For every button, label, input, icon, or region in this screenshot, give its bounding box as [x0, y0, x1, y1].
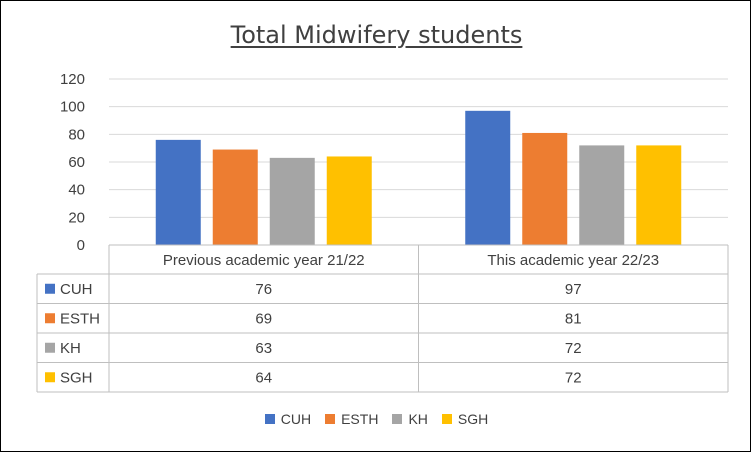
legend-label: CUH	[280, 411, 312, 427]
bar-esth-0	[212, 149, 258, 245]
legend-label: KH	[408, 411, 428, 427]
table-value-kh-0: 63	[255, 340, 272, 357]
table-series-name: CUH	[60, 281, 93, 298]
table-value-sgh-0: 64	[255, 369, 272, 386]
bar-kh-0	[269, 157, 315, 245]
table-value-cuh-0: 76	[255, 281, 272, 298]
y-tick-label: 20	[68, 209, 85, 226]
bar-cuh-1	[465, 110, 511, 245]
legend-label: SGH	[457, 411, 489, 427]
bar-esth-1	[522, 132, 568, 245]
legend-item-sgh: SGH	[441, 411, 489, 427]
table-legend-key-esth	[45, 313, 55, 324]
table-value-kh-1: 72	[565, 340, 582, 357]
table-value-cuh-1: 97	[565, 281, 582, 298]
y-tick-label: 120	[60, 71, 85, 88]
table-series-name: ESTH	[60, 310, 100, 327]
y-tick-label: 0	[77, 237, 85, 254]
legend-swatch	[264, 414, 275, 424]
legend-item-esth: ESTH	[325, 411, 378, 427]
legend-item-kh: KH	[392, 411, 428, 427]
table-legend-key-cuh	[45, 283, 55, 294]
x-category-label: Previous academic year 21/22	[163, 252, 365, 269]
bar-kh-1	[579, 145, 625, 245]
table-value-esth-0: 69	[255, 310, 272, 327]
table-series-name: KH	[60, 340, 81, 357]
bar-cuh-0	[155, 139, 201, 245]
table-value-sgh-1: 72	[565, 369, 582, 386]
table-series-name: SGH	[60, 369, 93, 386]
legend-label: ESTH	[341, 411, 379, 427]
chart-title: Total Midwifery students	[230, 21, 523, 49]
legend: CUH ESTH KH SGH	[1, 411, 751, 427]
y-tick-label: 100	[60, 99, 85, 116]
legend-swatch	[392, 414, 403, 424]
y-tick-label: 40	[68, 182, 85, 199]
table-legend-key-sgh	[45, 372, 55, 383]
bar-sgh-0	[326, 156, 372, 245]
legend-item-cuh: CUH	[264, 411, 312, 427]
y-tick-label: 60	[68, 154, 85, 171]
bar-sgh-1	[636, 145, 682, 245]
table-value-esth-1: 81	[565, 310, 582, 327]
legend-swatch	[441, 414, 452, 424]
x-category-label: This academic year 22/23	[487, 252, 659, 269]
legend-swatch	[325, 414, 336, 424]
y-tick-label: 80	[68, 126, 85, 143]
table-legend-key-kh	[45, 342, 55, 353]
